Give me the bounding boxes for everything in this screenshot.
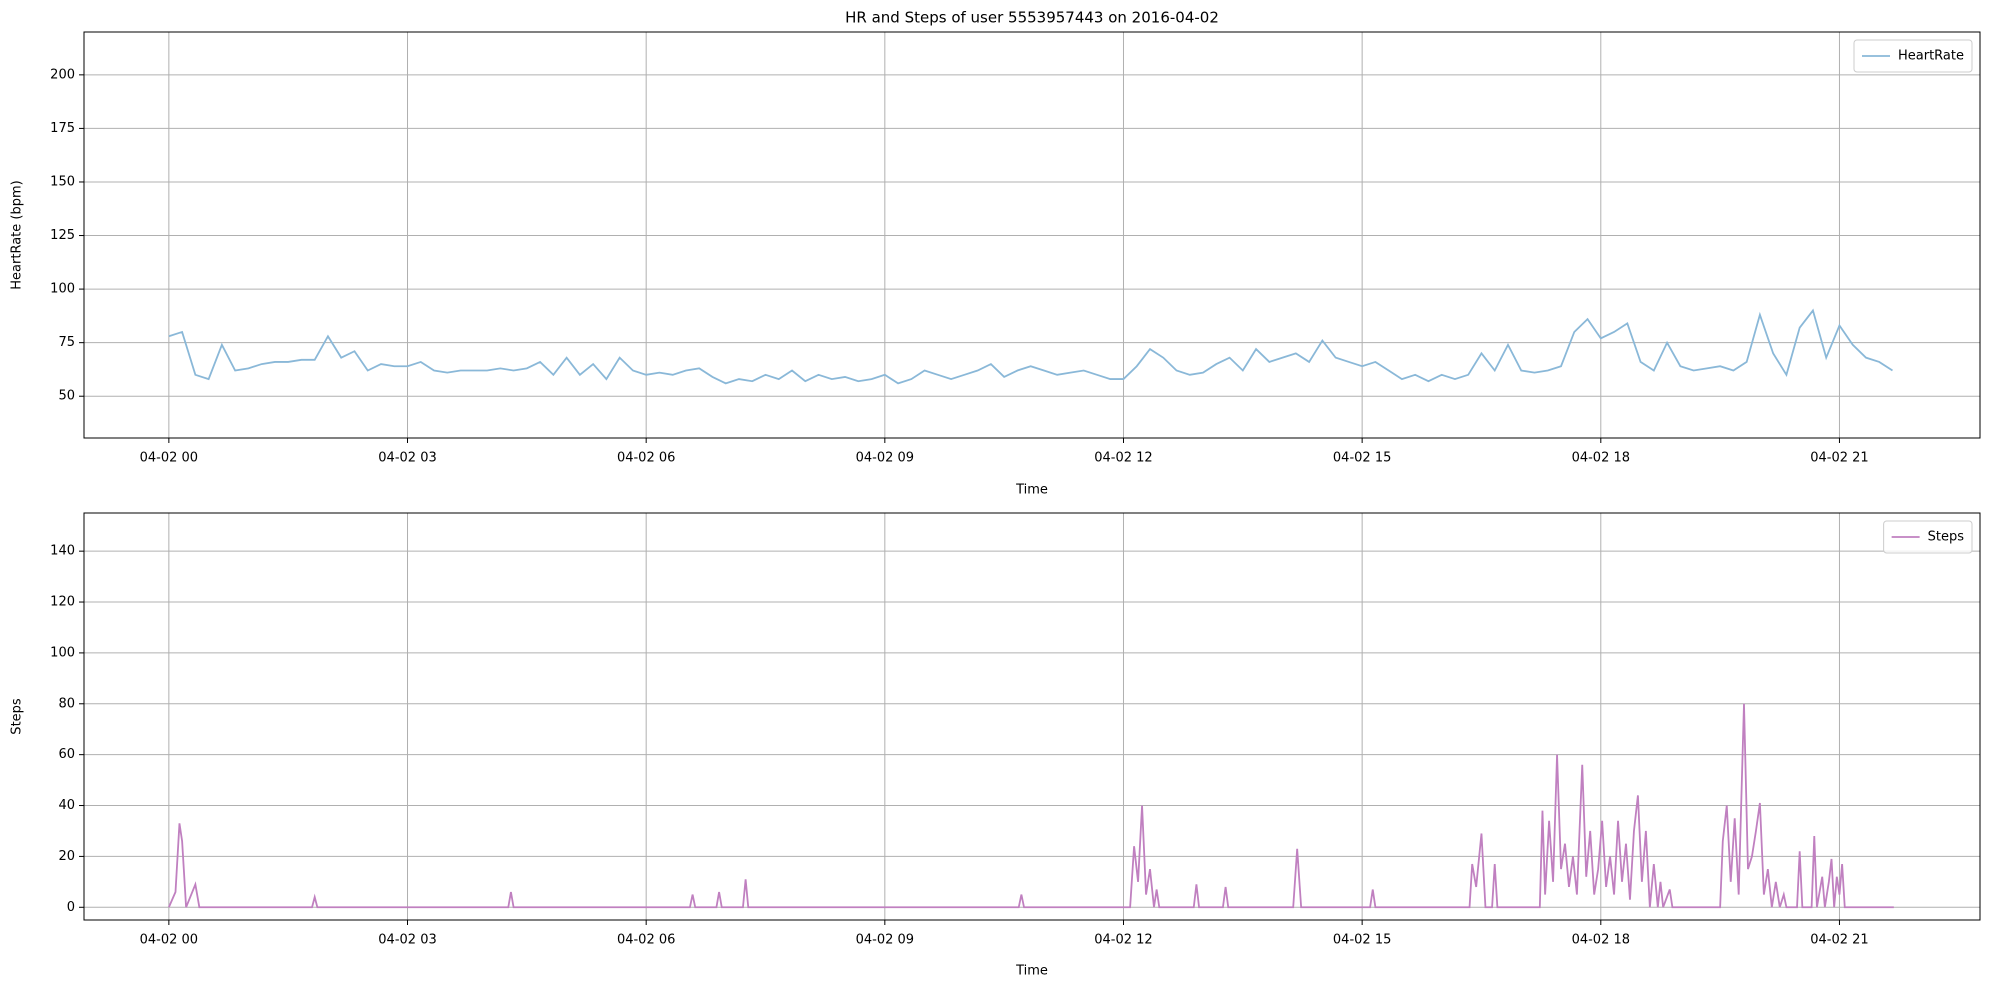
y-axis-label: HeartRate (bpm) <box>10 180 25 289</box>
x-axis-label: Time <box>1015 483 1048 498</box>
y-tick-label: 80 <box>58 696 75 711</box>
y-tick-label: 175 <box>50 121 75 136</box>
x-tick-label: 04-02 21 <box>1810 451 1868 466</box>
data-line <box>168 703 1894 909</box>
x-tick-label: 04-02 06 <box>617 451 675 466</box>
y-tick-label: 200 <box>50 67 75 82</box>
x-tick-label: 04-02 18 <box>1572 933 1630 948</box>
x-tick-label: 04-02 15 <box>1333 451 1391 466</box>
axes-frame <box>83 512 1981 921</box>
legend-frame <box>1883 520 1973 554</box>
x-tick-label: 04-02 21 <box>1810 933 1868 948</box>
y-tick-label: 125 <box>50 228 75 243</box>
x-tick-label: 04-02 03 <box>378 451 436 466</box>
axes-frame <box>83 31 1981 439</box>
y-tick-label: 0 <box>67 900 75 915</box>
legend-frame <box>1853 39 1973 73</box>
x-tick-label: 04-02 09 <box>856 451 914 466</box>
y-tick-label: 20 <box>58 849 75 864</box>
x-tick-label: 04-02 00 <box>140 451 198 466</box>
y-tick-label: 100 <box>50 645 75 660</box>
x-tick-label: 04-02 06 <box>617 933 675 948</box>
legend-label: HeartRate <box>1898 49 1964 64</box>
y-tick-label: 50 <box>58 389 75 404</box>
legend: Steps <box>1883 520 1973 554</box>
x-tick-label: 04-02 12 <box>1094 451 1152 466</box>
x-tick-label: 04-02 03 <box>378 933 436 948</box>
y-tick-label: 140 <box>50 544 75 559</box>
y-tick-label: 40 <box>58 798 75 813</box>
legend-label: Steps <box>1928 530 1965 545</box>
y-tick-label: 75 <box>58 335 75 350</box>
x-tick-label: 04-02 18 <box>1572 451 1630 466</box>
x-tick-label: 04-02 15 <box>1333 933 1391 948</box>
data-line <box>168 308 1893 385</box>
y-tick-label: 150 <box>50 174 75 189</box>
x-tick-label: 04-02 09 <box>856 933 914 948</box>
y-axis-label: Steps <box>10 698 25 735</box>
y-tick-label: 100 <box>50 282 75 297</box>
legend: HeartRate <box>1853 39 1973 73</box>
y-tick-label: 120 <box>50 595 75 610</box>
y-tick-label: 60 <box>58 747 75 762</box>
x-tick-label: 04-02 00 <box>140 933 198 948</box>
x-tick-label: 04-02 12 <box>1094 933 1152 948</box>
chart-title: HR and Steps of user 5553957443 on 2016-… <box>845 9 1219 27</box>
x-axis-label: Time <box>1015 964 1048 979</box>
